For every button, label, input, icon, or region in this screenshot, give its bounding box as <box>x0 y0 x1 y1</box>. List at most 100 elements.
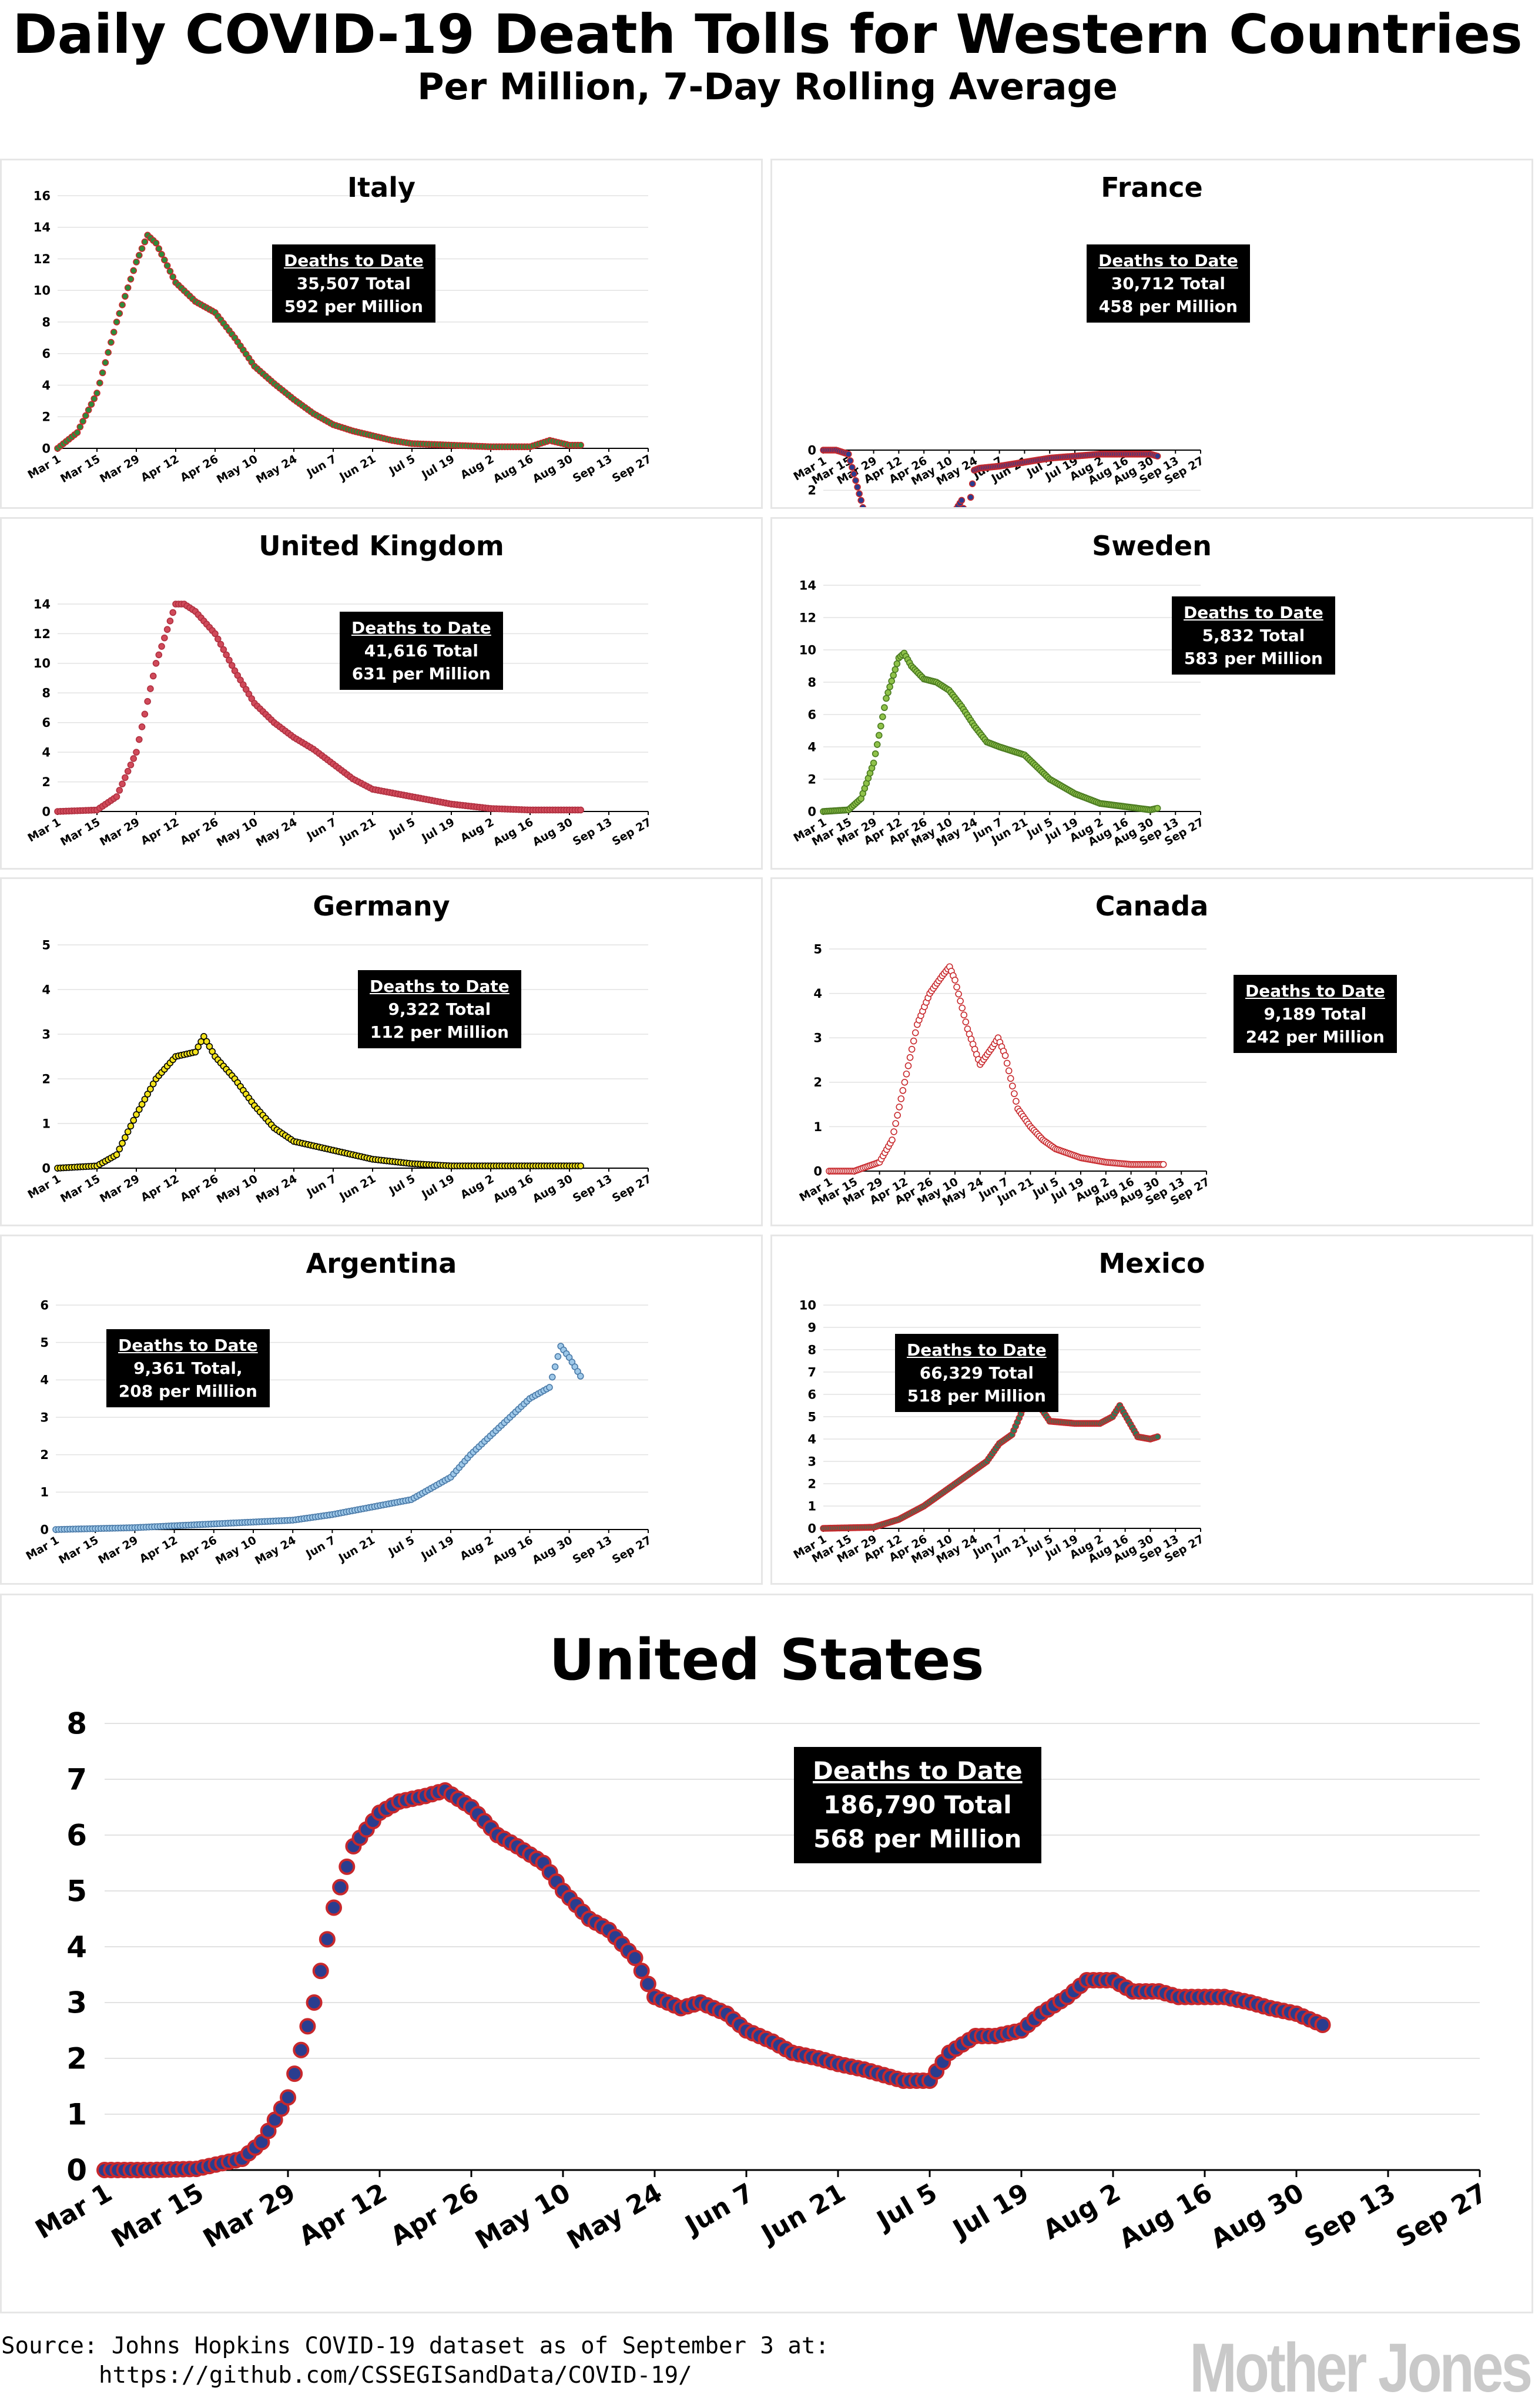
y-tick-label: 4 <box>42 982 51 997</box>
data-point <box>306 1994 323 2011</box>
x-tick-label: Jul 5 <box>386 1534 417 1560</box>
y-tick-label: 5 <box>42 938 51 952</box>
data-point <box>144 1091 151 1098</box>
x-tick-label: Aug 30 <box>530 1534 575 1567</box>
deaths-to-date-box: Deaths to Date 9,322 Total 112 per Milli… <box>358 970 521 1048</box>
data-point <box>138 723 146 730</box>
x-tick-label: Apr 26 <box>386 2178 484 2252</box>
data-point <box>1003 1059 1011 1067</box>
data-point <box>147 1085 154 1093</box>
data-point <box>1154 804 1161 812</box>
data-point <box>1154 1433 1161 1441</box>
data-series <box>52 1343 584 1533</box>
chart-germany: 0 1 2 3 4 5 Mar 1 Mar 15 Mar 29 Apr 12 Apr 26 May 1… <box>0 877 763 1226</box>
x-tick-label: Aug 2 <box>1038 2178 1125 2246</box>
x-tick-label: Jun 21 <box>336 1534 377 1565</box>
y-tick-label: 0 <box>807 804 816 819</box>
box-heading: Deaths to Date <box>370 977 510 996</box>
y-tick-label: 0 <box>42 804 51 819</box>
box-heading: Deaths to Date <box>351 618 491 638</box>
x-tick-label: Apr 26 <box>177 1534 219 1565</box>
data-point <box>1154 452 1161 460</box>
data-point <box>135 1106 143 1113</box>
chart-canada: 0 1 2 3 4 5 Mar 1 Mar 15 Mar 29 Apr 12 Apr 26 May 1… <box>770 877 1533 1226</box>
y-tick-label: 8 <box>807 675 816 689</box>
data-point <box>1013 1098 1020 1105</box>
data-point <box>960 1011 968 1019</box>
data-point <box>226 656 233 664</box>
data-point <box>119 780 126 787</box>
data-point <box>166 267 174 275</box>
x-tick-label: Jul 5 <box>386 816 417 841</box>
y-tick-label: 0 <box>42 441 51 455</box>
x-tick-label: Mar 29 <box>96 1534 140 1567</box>
y-tick-label: 1 <box>813 1120 822 1134</box>
data-point <box>910 1037 917 1045</box>
box-heading: Deaths to Date <box>1245 981 1385 1001</box>
data-point <box>217 640 224 648</box>
data-point <box>155 245 163 253</box>
data-point <box>888 678 895 685</box>
data-point <box>577 441 584 449</box>
data-point <box>163 626 171 633</box>
y-tick-label: 1 <box>807 1499 816 1513</box>
data-point <box>870 759 877 767</box>
data-point <box>105 349 112 356</box>
x-tick-label: Apr 12 <box>139 1172 181 1204</box>
y-tick-label: 0 <box>40 1522 49 1537</box>
data-point <box>88 401 95 408</box>
data-point <box>122 293 129 300</box>
data-point <box>1001 1052 1009 1059</box>
data-point <box>228 662 236 669</box>
data-point <box>1007 1075 1014 1082</box>
data-point <box>119 301 126 308</box>
source-url[interactable]: https://github.com/CSSEGISandData/COVID-… <box>99 2362 692 2389</box>
x-tick-label: Aug 2 <box>458 1534 495 1563</box>
data-point <box>169 273 177 281</box>
x-tick-label: Jul 19 <box>418 816 457 845</box>
data-point <box>158 251 165 258</box>
data-point <box>955 990 962 998</box>
data-series <box>820 649 1161 815</box>
y-tick-label: 14 <box>33 597 51 611</box>
data-point <box>1005 1067 1013 1075</box>
data-point <box>127 276 135 283</box>
x-tick-label: Sep 13 <box>571 816 614 848</box>
x-tick-label: May 24 <box>254 452 299 486</box>
x-tick-label: Mar 15 <box>106 2178 209 2254</box>
data-point <box>879 713 886 720</box>
data-series <box>54 601 584 815</box>
x-tick-label: Jun 7 <box>304 816 338 843</box>
data-point <box>166 618 174 625</box>
y-tick-label: 0 <box>807 1521 816 1535</box>
data-point <box>845 451 852 458</box>
data-point <box>896 1104 903 1111</box>
data-point <box>209 1048 216 1055</box>
y-tick-label: 3 <box>42 1027 51 1041</box>
x-tick-label: May 10 <box>215 1172 260 1206</box>
data-point <box>147 685 154 692</box>
x-tick-label: Jun 7 <box>304 452 338 480</box>
data-point <box>113 1151 120 1159</box>
chart-sweden: 0 2 4 6 8 10 12 14 Mar 1 Mar 15 Mar 29 Apr 12 Apr 26… <box>770 517 1533 870</box>
data-point <box>847 457 854 464</box>
x-tick-label: Mar 1 <box>26 1172 63 1202</box>
y-tick-label: 2 <box>42 410 51 424</box>
x-tick-label: Sep 27 <box>610 452 653 485</box>
y-tick-label: 2 <box>42 1072 51 1086</box>
data-point <box>551 1363 559 1370</box>
chart-title: Mexico <box>1098 1247 1205 1279</box>
data-point <box>149 1080 157 1088</box>
data-point <box>91 395 98 403</box>
data-point <box>73 429 81 436</box>
y-tick-label: 4 <box>807 1432 816 1446</box>
x-tick-label: Jun 21 <box>755 2178 851 2250</box>
chart-argentina: 0 1 2 3 4 5 6 Mar 1 Mar 15 Mar 29 Apr 12 Apr 26 May … <box>0 1235 763 1585</box>
box-heading: Deaths to Date <box>1098 251 1238 270</box>
deaths-to-date-box: Deaths to Date 30,712 Total 458 per Mill… <box>1087 244 1250 323</box>
